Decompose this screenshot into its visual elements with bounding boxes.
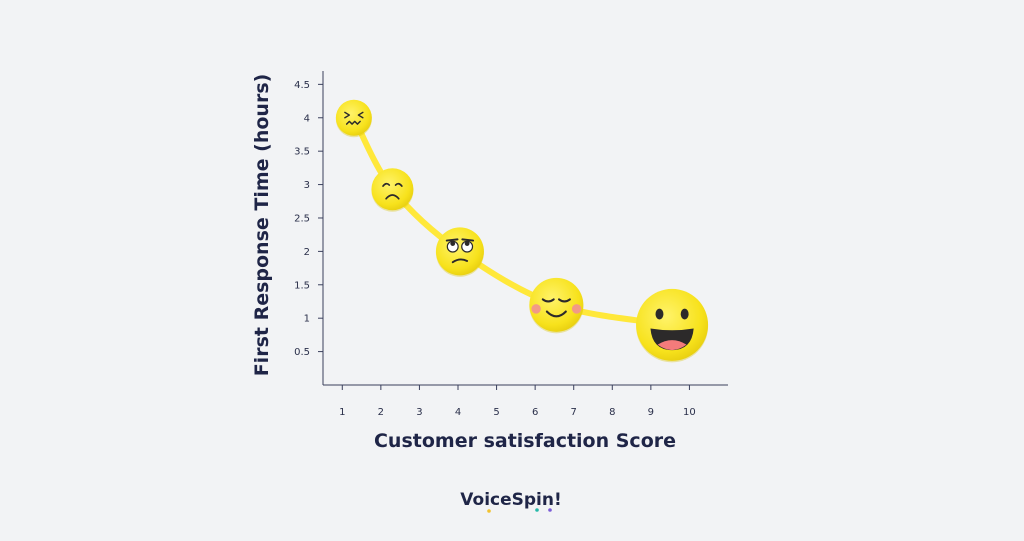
- y-tick-label: 2: [304, 247, 310, 258]
- y-axis-title: First Response Time (hours): [251, 74, 273, 377]
- x-tick-label: 2: [378, 407, 384, 418]
- content-smile-face-icon: [529, 277, 584, 334]
- y-tick-label: 3.5: [294, 147, 310, 158]
- brand-dot-yellow: [487, 509, 491, 513]
- data-points: [335, 99, 709, 363]
- trend-line: [350, 114, 676, 328]
- x-tick-label: 6: [532, 407, 538, 418]
- y-tick-label: 1.5: [294, 280, 310, 291]
- x-tick-label: 1: [339, 407, 345, 418]
- brand-dot-teal: [535, 508, 539, 512]
- brand-name: VoiceSpin!: [460, 490, 561, 510]
- y-tick-label: 1: [304, 314, 310, 325]
- sad-face-icon: [371, 168, 414, 212]
- brand-dot-purple: [548, 508, 552, 512]
- voicespin-logo: VoiceSpin!: [460, 490, 562, 513]
- x-tick-label: 5: [493, 407, 499, 418]
- x-tick-label: 10: [683, 407, 696, 418]
- y-tick-label: 3: [304, 180, 310, 191]
- x-tick-label: 4: [455, 407, 461, 418]
- x-ticks: 1 2 3 4 5 6 7 8 9 10: [339, 385, 696, 418]
- x-tick-label: 9: [648, 407, 654, 418]
- x-tick-label: 7: [571, 407, 577, 418]
- y-ticks: 0.5 1 1.5 2 2.5 3 3.5 4 4.5: [294, 80, 323, 358]
- x-axis-title: Customer satisfaction Score: [374, 430, 676, 452]
- y-tick-label: 4.5: [294, 80, 310, 91]
- axes: [322, 71, 728, 386]
- big-grin-face-icon: [636, 288, 709, 363]
- x-tick-label: 3: [416, 407, 422, 418]
- confounded-face-icon: [335, 99, 372, 138]
- x-tick-label: 8: [609, 407, 615, 418]
- eye-roll-face-icon: [435, 227, 484, 277]
- y-tick-label: 4: [304, 113, 310, 124]
- y-tick-label: 2.5: [294, 213, 310, 224]
- y-tick-label: 0.5: [294, 347, 310, 358]
